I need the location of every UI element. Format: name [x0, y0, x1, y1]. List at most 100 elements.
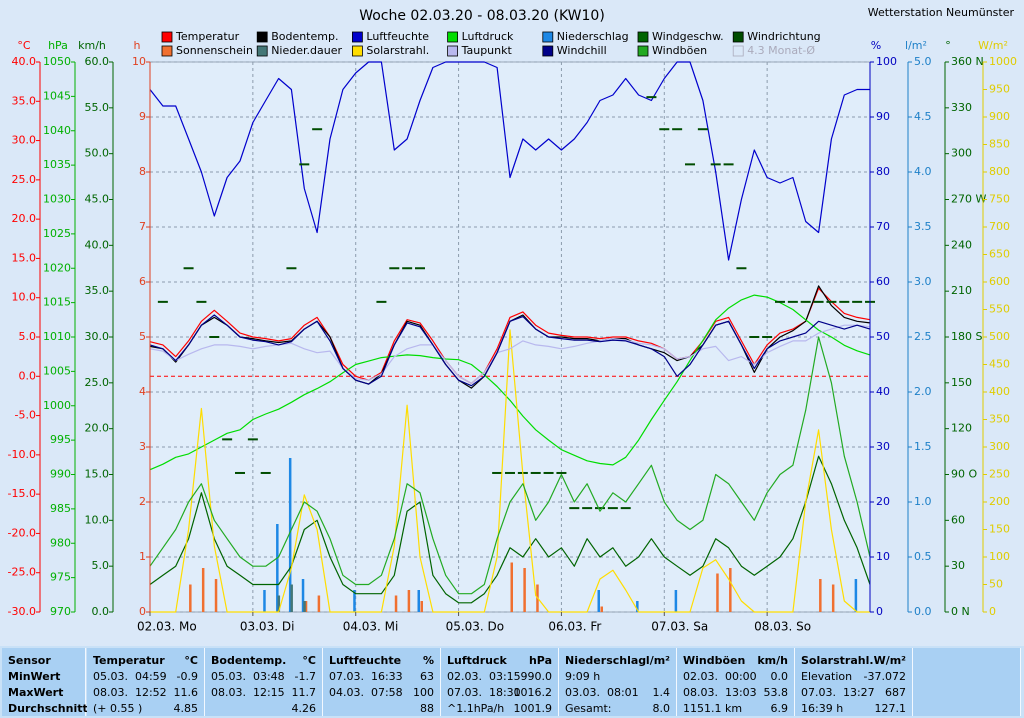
- cell-label: 04.03. 07:58: [329, 686, 403, 699]
- direction-dot: [800, 300, 811, 303]
- y-tick-label: 10.0: [12, 291, 37, 304]
- y-tick-label: 3.5: [914, 220, 932, 233]
- direction-dot: [659, 128, 670, 131]
- bar: [417, 590, 420, 612]
- cell-label: 1151.1 km: [683, 702, 743, 715]
- cell-label: ^1.1hPa/h: [447, 702, 505, 715]
- cell-label: 08.03. 12:52: [93, 686, 167, 699]
- y-tick-label: 360 N: [951, 55, 984, 68]
- bar: [597, 590, 600, 612]
- cell-value: 687: [885, 686, 906, 699]
- y-tick-label: 1.0: [914, 495, 932, 508]
- bar: [636, 601, 639, 612]
- y-tick-label: 50: [989, 578, 1003, 591]
- y-tick-label: 50.0: [85, 147, 110, 160]
- table-column: Windböen km/h 02.03. 00:00 0.0 08.03. 13:03 5…: [677, 648, 795, 716]
- axis-unit: %: [871, 39, 881, 52]
- direction-dot: [672, 128, 683, 131]
- y-tick-label: 0.5: [914, 550, 932, 563]
- column-title: Luftfeuchte: [329, 654, 402, 667]
- y-tick-label: 750: [989, 193, 1010, 206]
- direction-dot: [222, 438, 233, 441]
- y-tick-label: 15.0: [12, 251, 37, 264]
- legend-checkbox: [732, 45, 744, 57]
- y-tick-label: 270 W: [951, 193, 986, 206]
- cell-label: 02.03. 03:15: [447, 670, 521, 683]
- y-tick-label: 1010: [43, 330, 71, 343]
- legend-label: Temperatur: [175, 30, 240, 43]
- direction-dot: [839, 300, 850, 303]
- y-tick-label: 210: [951, 284, 972, 297]
- y-tick-label: 970: [50, 605, 71, 618]
- direction-dot: [286, 267, 297, 270]
- column-title: Temperatur: [93, 654, 165, 667]
- y-tick-label: 40.0: [85, 238, 110, 251]
- y-tick-label: 200: [989, 495, 1010, 508]
- y-tick-label: 250: [989, 468, 1010, 481]
- table-column: Bodentemp. °C 05.03. 03:48 -1.7 08.03. 12:15…: [205, 648, 323, 716]
- direction-dot: [775, 300, 785, 303]
- column-title: Solarstrahl.: [801, 654, 874, 667]
- direction-dot: [852, 300, 863, 303]
- column-title: Luftdruck: [447, 654, 507, 667]
- direction-dot: [260, 471, 271, 474]
- cell-value: 4.85: [173, 702, 199, 715]
- cell-value: 1.4: [652, 686, 671, 699]
- y-tick-label: 300: [951, 147, 972, 160]
- axis-unit: h: [134, 39, 141, 52]
- bar: [263, 590, 266, 612]
- legend-label: Solarstrahl.: [366, 44, 429, 57]
- y-tick-label: 975: [50, 571, 71, 584]
- direction-dot: [723, 163, 734, 166]
- y-tick-label: -10.0: [8, 448, 36, 461]
- y-tick-label: -30.0: [8, 605, 36, 618]
- direction-dot: [697, 128, 708, 131]
- row-label: Durchschnitt: [8, 702, 88, 715]
- cell-label: 07.03. 18:30: [447, 686, 521, 699]
- cell-label: 05.03. 04:59: [93, 670, 167, 683]
- direction-dot: [530, 471, 541, 474]
- y-tick-label: 4: [139, 385, 146, 398]
- legend-label: Niederschlag: [557, 30, 629, 43]
- direction-dot: [762, 336, 773, 338]
- direction-dot: [826, 300, 837, 303]
- cell-value: -0.9: [176, 670, 198, 683]
- y-tick-label: 550: [989, 303, 1010, 316]
- direction-dot: [505, 471, 515, 474]
- legend-swatch: [637, 45, 649, 57]
- column-unit: l/m²: [645, 654, 670, 667]
- cell-value: 0.0: [770, 670, 789, 683]
- direction-dot: [595, 507, 605, 510]
- y-tick-label: 40: [876, 385, 890, 398]
- table-column: Luftdruck hPa 02.03. 03:15 990.0 07.03. 18:3…: [441, 648, 559, 716]
- y-tick-label: 30.0: [12, 134, 37, 147]
- y-tick-label: 0: [139, 605, 146, 618]
- cell-value: 8.0: [652, 702, 671, 715]
- legend-swatch: [447, 45, 459, 57]
- y-tick-label: 1005: [43, 364, 71, 377]
- axis-unit: °: [945, 39, 951, 52]
- bar: [189, 584, 192, 612]
- cell-label: 03.03. 08:01: [565, 686, 639, 699]
- y-tick-label: 25.0: [12, 173, 37, 186]
- bar: [301, 579, 305, 612]
- bar: [276, 524, 279, 612]
- legend-label: Luftdruck: [462, 30, 514, 43]
- y-tick-label: 70: [876, 220, 890, 233]
- y-tick-label: 150: [951, 376, 972, 389]
- series-line: [149, 61, 870, 261]
- cell-value: 1001.9: [513, 702, 553, 715]
- legend-label: Taupunkt: [461, 44, 513, 57]
- y-tick-label: 900: [989, 110, 1010, 123]
- y-tick-label: 90: [876, 110, 890, 123]
- direction-dot: [582, 507, 593, 510]
- bar: [510, 562, 513, 612]
- bar: [288, 458, 292, 612]
- direction-dot: [543, 471, 554, 474]
- y-tick-label: 1045: [43, 89, 71, 102]
- y-tick-label: 150: [989, 523, 1010, 536]
- x-tick-label: 07.03. Sa: [651, 620, 708, 634]
- cell-value: 990.0: [520, 670, 553, 683]
- legend-swatch: [161, 31, 173, 43]
